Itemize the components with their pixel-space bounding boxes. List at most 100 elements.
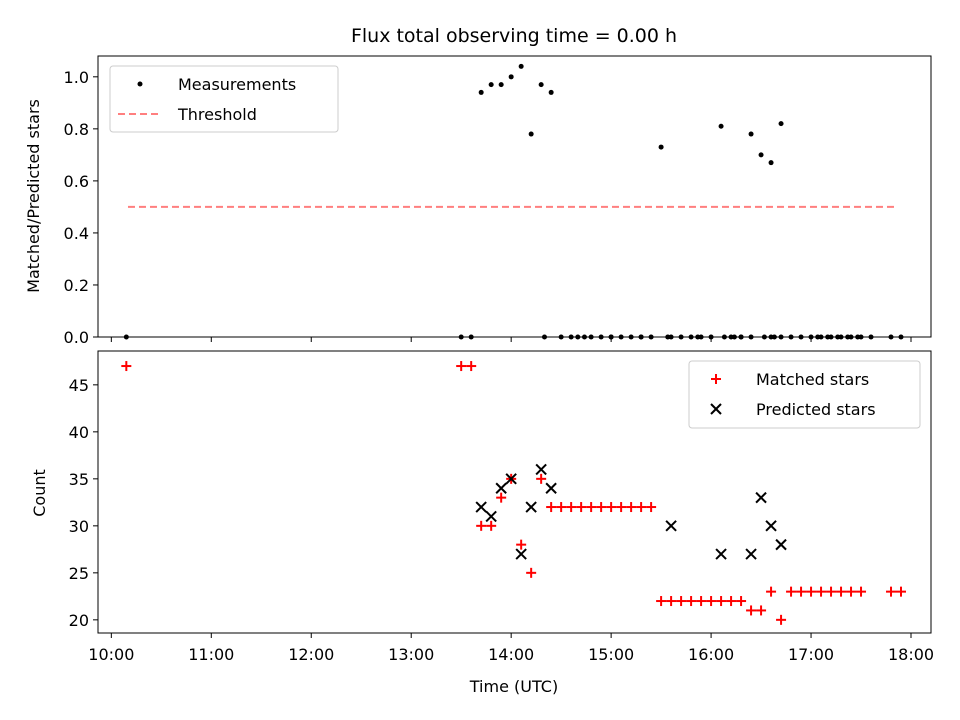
measurement-point: [123, 334, 129, 340]
matched-star-point: [676, 596, 687, 607]
predicted-star-point: [745, 548, 757, 560]
matched-star-point: [556, 502, 567, 513]
matched-star-point: [796, 586, 807, 597]
matched-star-point: [606, 502, 617, 513]
predicted-star-point: [475, 501, 487, 513]
measurement-point: [541, 334, 547, 340]
measurement-point: [721, 334, 727, 340]
matched-star-point: [716, 596, 727, 607]
matched-star-point: [836, 586, 847, 597]
matched-star-point: [686, 596, 697, 607]
x-tick-label: 18:00: [888, 645, 934, 664]
matched-star-point: [456, 361, 467, 372]
measurement-point: [478, 89, 484, 95]
measurement-point: [868, 334, 874, 340]
measurement-point: [788, 334, 794, 340]
top-y-tick-label: 1.0: [64, 68, 89, 87]
predicted-star-point: [545, 482, 557, 494]
matched-star-point: [121, 361, 132, 372]
matched-star-point: [536, 473, 547, 484]
bottom-y-axis-label: Count: [30, 469, 49, 517]
top-y-tick-label: 0.0: [64, 328, 89, 347]
measurement-point: [738, 334, 744, 340]
matched-star-point: [646, 502, 657, 513]
measurement-point: [665, 334, 671, 340]
matched-star-point: [566, 502, 577, 513]
predicted-star-point: [665, 520, 677, 532]
measurement-point: [575, 334, 581, 340]
matched-star-point: [586, 502, 597, 513]
matched-star-point: [466, 361, 477, 372]
matched-star-point: [896, 586, 907, 597]
measurement-point: [718, 123, 724, 129]
legend-measurements-label: Measurements: [178, 75, 296, 94]
matched-star-point: [736, 596, 747, 607]
measurement-point: [638, 334, 644, 340]
measurement-point: [898, 334, 904, 340]
predicted-star-point: [715, 548, 727, 560]
bottom-y-tick-label: 30: [69, 517, 89, 536]
x-axis-label: Time (UTC): [469, 677, 558, 696]
measurement-point: [628, 334, 634, 340]
measurement-point: [508, 74, 514, 80]
measurement-point: [888, 334, 894, 340]
matched-star-point: [516, 539, 527, 550]
legend-threshold-label: Threshold: [177, 105, 257, 124]
matched-star-point: [636, 502, 647, 513]
measurement-point: [488, 82, 494, 88]
x-tick-label: 16:00: [688, 645, 734, 664]
legend-predicted-label: Predicted stars: [756, 400, 876, 419]
measurement-point: [748, 334, 754, 340]
bottom-y-tick-label: 20: [69, 611, 89, 630]
matched-star-point: [616, 502, 627, 513]
x-tick-label: 15:00: [588, 645, 634, 664]
measurement-point: [815, 334, 821, 340]
x-tick-label: 10:00: [88, 645, 134, 664]
matched-star-point: [666, 596, 677, 607]
bottom-legend: Matched stars Predicted stars: [688, 360, 921, 429]
x-tick-label: 11:00: [188, 645, 234, 664]
matched-star-point: [776, 614, 787, 625]
measurement-point: [468, 334, 474, 340]
predicted-star-point: [535, 463, 547, 476]
measurement-point: [695, 334, 701, 340]
legend-predicted-marker: [710, 403, 722, 415]
predicted-star-point: [505, 473, 517, 485]
measurement-point: [798, 334, 804, 340]
measurement-point: [771, 334, 777, 340]
measurement-point: [598, 334, 604, 340]
matched-star-point: [826, 586, 837, 597]
bottom-y-tick-label: 25: [69, 564, 89, 583]
measurement-point: [518, 63, 524, 69]
matched-star-point: [816, 586, 827, 597]
measurement-point: [761, 334, 767, 340]
predicted-star-point: [525, 501, 537, 513]
legend-measurements-marker: [137, 81, 143, 87]
measurement-point: [731, 334, 737, 340]
measurement-point: [778, 334, 784, 340]
legend-matched-marker: [711, 374, 721, 384]
measurement-point: [688, 334, 694, 340]
measurement-point: [498, 82, 504, 88]
matched-star-point: [696, 596, 707, 607]
matched-star-point: [846, 586, 857, 597]
measurement-point: [825, 334, 831, 340]
x-tick-label: 14:00: [488, 645, 534, 664]
measurement-point: [678, 334, 684, 340]
predicted-star-point: [485, 510, 497, 523]
measurement-point: [568, 334, 574, 340]
top-y-tick-label: 0.6: [64, 172, 89, 191]
measurement-point: [548, 89, 554, 95]
top-plot-area: [97, 55, 932, 338]
measurement-point: [748, 131, 754, 137]
predicted-star-point: [495, 482, 507, 494]
predicted-star-point: [775, 538, 787, 551]
matched-star-point: [596, 502, 607, 513]
measurement-point: [835, 334, 841, 340]
measurement-point: [758, 152, 764, 158]
x-tick-label: 13:00: [388, 645, 434, 664]
measurement-point: [658, 144, 664, 150]
chart-title: Flux total observing time = 0.00 h: [351, 25, 677, 47]
measurement-point: [648, 334, 654, 340]
